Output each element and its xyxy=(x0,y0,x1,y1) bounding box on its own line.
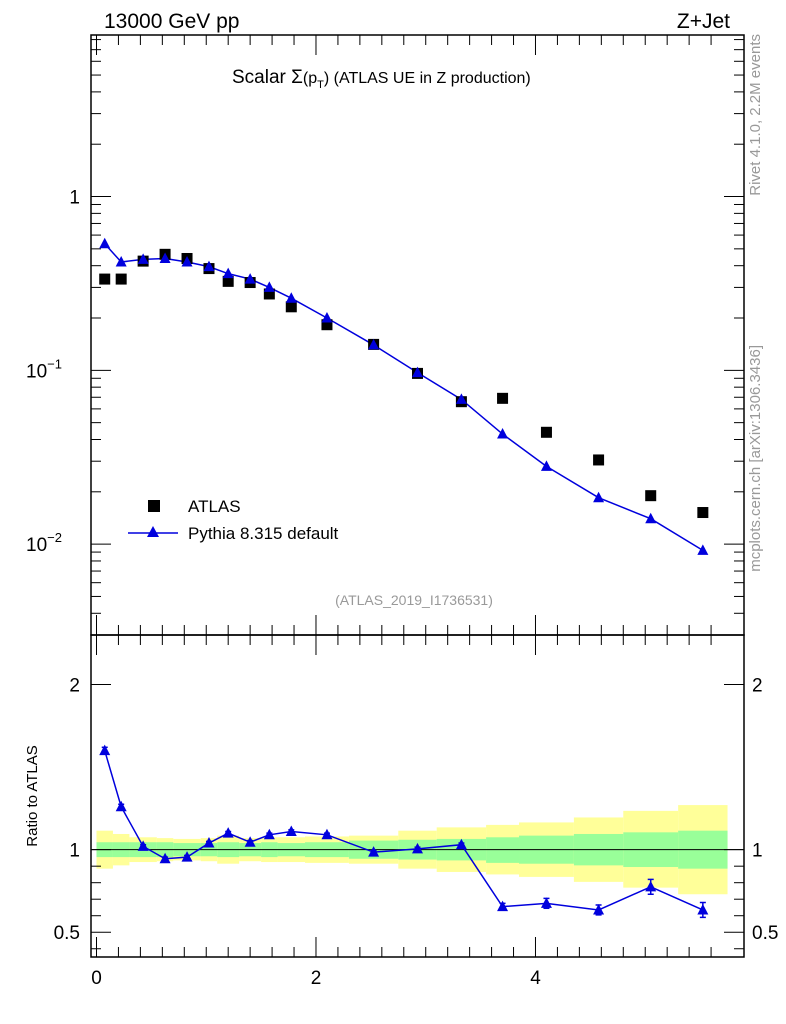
mc-point xyxy=(181,256,193,267)
analysis-id: (ATLAS_2019_I1736531) xyxy=(335,592,493,608)
ratio-ytick-label-left: 2 xyxy=(69,676,80,697)
ratio-point xyxy=(159,852,171,864)
ratio-point xyxy=(593,903,605,915)
ratio-panel: 0.5 0.5 1 1 2 2 0 2 4 Ratio to ATLAS xyxy=(24,634,779,989)
ratio-ytick-label-right: 1 xyxy=(752,841,763,862)
title-sub: T xyxy=(317,79,324,91)
mc-point xyxy=(412,366,423,378)
ratio-point xyxy=(540,897,552,908)
main-ytick-label: 10−1 xyxy=(26,356,62,382)
title-close: ) xyxy=(324,70,329,87)
ratio-point xyxy=(115,800,127,812)
mc-point xyxy=(455,393,467,404)
mc-point xyxy=(497,428,509,439)
ratio-xtick-label: 0 xyxy=(91,968,102,989)
ratio-xtick-label: 2 xyxy=(311,968,322,989)
mc-point xyxy=(697,544,709,555)
mc-point xyxy=(593,491,605,503)
ratio-ytick-label-left: 0.5 xyxy=(54,923,80,944)
mc-point xyxy=(99,237,111,249)
ratio-x-tick-labels: 0 2 4 xyxy=(91,968,541,989)
data-point xyxy=(99,273,111,285)
ratio-y-tick-labels: 0.5 0.5 1 1 2 2 xyxy=(54,676,779,945)
mc-point xyxy=(244,273,256,284)
legend-label-atlas: ATLAS xyxy=(188,497,241,516)
data-point xyxy=(593,454,605,466)
mc-point xyxy=(263,281,275,292)
ratio-point xyxy=(137,840,149,851)
data-point xyxy=(285,301,297,313)
main-frame xyxy=(90,34,745,636)
ratio-point xyxy=(497,900,509,912)
ratio-point xyxy=(368,846,380,857)
data-point xyxy=(115,273,127,285)
ratio-point xyxy=(697,903,709,915)
main-panel: 1 10−1 10−2 (ATLAS_2019_I1736531) ATLAS Py… xyxy=(26,34,745,636)
ratio-ytick-label-right: 0.5 xyxy=(752,923,778,944)
mc-point xyxy=(203,260,215,272)
main-axis-ticks xyxy=(91,35,744,636)
ratio-point xyxy=(645,880,657,892)
mc-point xyxy=(115,256,127,267)
title-open: (p xyxy=(303,70,317,87)
data-point xyxy=(497,392,509,404)
ratio-series-layer xyxy=(99,744,709,919)
mc-point xyxy=(285,292,297,303)
mc-point xyxy=(159,252,171,263)
ratio-point xyxy=(321,828,333,840)
ratio-ylabel: Ratio to ATLAS xyxy=(24,745,41,846)
mc-point xyxy=(645,512,657,524)
data-point xyxy=(263,288,275,300)
data-point xyxy=(222,275,234,287)
ratio-axis-ticks xyxy=(91,635,744,957)
ratio-point xyxy=(285,825,297,837)
main-ytick-label: 1 xyxy=(69,188,80,209)
ratio-point xyxy=(244,836,256,847)
mc-point xyxy=(368,338,380,350)
mc-point xyxy=(540,460,552,471)
title-rest: (ATLAS UE in Z production) xyxy=(329,70,531,87)
rivet-version: Rivet 4.1.0, 2.2M events xyxy=(747,34,764,196)
main-ytick-label: 10−2 xyxy=(26,530,62,556)
ratio-point xyxy=(203,837,215,848)
data-point xyxy=(321,319,333,331)
mc-point xyxy=(137,253,149,264)
legend-marker-pythia xyxy=(147,526,159,537)
legend-marker-atlas xyxy=(148,500,160,512)
data-point xyxy=(697,507,709,519)
ratio-point xyxy=(263,828,275,840)
data-point xyxy=(540,426,552,438)
mc-point xyxy=(222,267,234,279)
chart-title: Scalar Σ(pT) (ATLAS UE in Z production) xyxy=(232,67,531,91)
data-point xyxy=(645,490,657,502)
ratio-frame xyxy=(90,634,745,958)
ratio-xtick-label: 4 xyxy=(530,968,541,989)
mc-point xyxy=(321,312,333,323)
title-sigma: Σ xyxy=(291,67,303,88)
ratio-ytick-label-right: 2 xyxy=(752,676,763,697)
title-prefix: Scalar xyxy=(232,67,291,88)
legend: ATLAS Pythia 8.315 default xyxy=(128,497,339,543)
mcplots-source: mcplots.cern.ch [arXiv:1306.3436] xyxy=(747,345,764,572)
legend-label-pythia: Pythia 8.315 default xyxy=(188,524,339,543)
ratio-point xyxy=(455,838,467,850)
header-left: 13000 GeV pp xyxy=(104,10,239,33)
main-y-tick-labels: 1 10−1 10−2 xyxy=(26,188,80,557)
ratio-point xyxy=(99,744,111,756)
ratio-point xyxy=(222,827,234,838)
main-series-layer xyxy=(99,237,709,555)
ratio-point xyxy=(181,851,193,862)
ratio-ytick-label-left: 1 xyxy=(69,841,80,862)
ratio-point xyxy=(412,842,423,854)
header-right: Z+Jet xyxy=(677,10,730,33)
